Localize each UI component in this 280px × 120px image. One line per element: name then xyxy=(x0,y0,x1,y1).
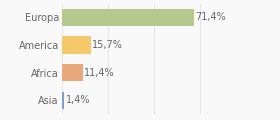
Bar xyxy=(62,92,64,109)
Text: 11,4%: 11,4% xyxy=(84,68,115,78)
Text: 15,7%: 15,7% xyxy=(92,40,123,50)
Text: 1,4%: 1,4% xyxy=(66,95,90,105)
Bar xyxy=(62,36,91,54)
Bar xyxy=(62,64,83,81)
Text: 71,4%: 71,4% xyxy=(195,12,226,22)
Bar xyxy=(62,9,193,26)
